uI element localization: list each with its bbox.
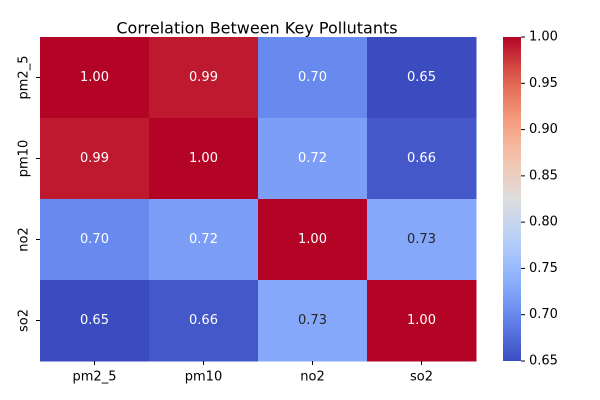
cell-value-label: 0.65 <box>407 70 436 85</box>
cell-value-label: 0.72 <box>189 232 218 247</box>
x-tick-label: so2 <box>410 370 433 385</box>
cell-value-label: 1.00 <box>80 70 109 85</box>
cell-value-label: 0.99 <box>80 151 109 166</box>
cell-value-label: 0.72 <box>298 151 327 166</box>
colorbar-tick-label: 0.65 <box>529 354 558 369</box>
cell-value-label: 0.99 <box>189 70 218 85</box>
heatmap-cells: 1.00 0.99 0.70 0.65 0.99 1.00 0.72 0.66 0.70 0.72… <box>40 37 477 362</box>
colorbar-tick-label: 0.75 <box>529 261 558 276</box>
heatmap-cell-pm10-pm10 <box>149 118 259 200</box>
heatmap-cell-so2-pm10 <box>149 280 259 362</box>
x-tick-label: no2 <box>300 370 324 385</box>
colorbar: 0.65 0.70 0.75 0.80 0.85 0.90 0.95 1.00 <box>503 30 558 369</box>
heatmap-cell-so2-no2 <box>258 280 368 362</box>
y-axis-tick-labels: pm2_5 pm10 no2 so2 <box>17 56 40 332</box>
cell-value-label: 0.65 <box>80 313 109 328</box>
colorbar-tick-label: 0.80 <box>529 215 558 230</box>
colorbar-tick-label: 0.95 <box>529 76 558 91</box>
cell-value-label: 1.00 <box>298 232 327 247</box>
colorbar-tick-label: 1.00 <box>529 30 558 45</box>
heatmap-cell-no2-no2 <box>258 199 368 281</box>
x-tick-label: pm2_5 <box>73 370 117 385</box>
cell-value-label: 0.73 <box>298 313 327 328</box>
heatmap-cell-no2-pm2_5 <box>40 199 150 281</box>
cell-value-label: 0.66 <box>407 151 436 166</box>
heatmap-cell-pm2_5-pm2_5 <box>40 37 150 119</box>
y-tick-label: no2 <box>17 227 32 251</box>
heatmap-cell-no2-so2 <box>367 199 477 281</box>
y-tick-label: pm2_5 <box>17 56 32 100</box>
colorbar-tick-label: 0.90 <box>529 122 558 137</box>
heatmap-cell-so2-pm2_5 <box>40 280 150 362</box>
y-tick-label: so2 <box>17 309 32 332</box>
x-axis-tick-labels: pm2_5 pm10 no2 so2 <box>73 361 433 385</box>
heatmap-cell-pm2_5-so2 <box>367 37 477 119</box>
y-tick-label: pm10 <box>17 140 32 177</box>
heatmap-cell-pm10-no2 <box>258 118 368 200</box>
heatmap-cell-no2-pm10 <box>149 199 259 281</box>
heatmap-cell-pm2_5-no2 <box>258 37 368 119</box>
colorbar-tick-label: 0.70 <box>529 307 558 322</box>
cell-value-label: 1.00 <box>407 313 436 328</box>
cell-value-label: 0.70 <box>80 232 109 247</box>
colorbar-tick-label: 0.85 <box>529 168 558 183</box>
heatmap-cell-so2-so2 <box>367 280 477 362</box>
cell-value-label: 0.73 <box>407 232 436 247</box>
heatmap-cell-pm10-so2 <box>367 118 477 200</box>
x-tick-label: pm10 <box>185 370 222 385</box>
heatmap-cell-pm2_5-pm10 <box>149 37 259 119</box>
chart-title: Correlation Between Key Pollutants <box>116 19 397 38</box>
colorbar-gradient <box>503 37 521 361</box>
cell-value-label: 1.00 <box>189 151 218 166</box>
heatmap-cell-pm10-pm2_5 <box>40 118 150 200</box>
cell-value-label: 0.70 <box>298 70 327 85</box>
cell-value-label: 0.66 <box>189 313 218 328</box>
